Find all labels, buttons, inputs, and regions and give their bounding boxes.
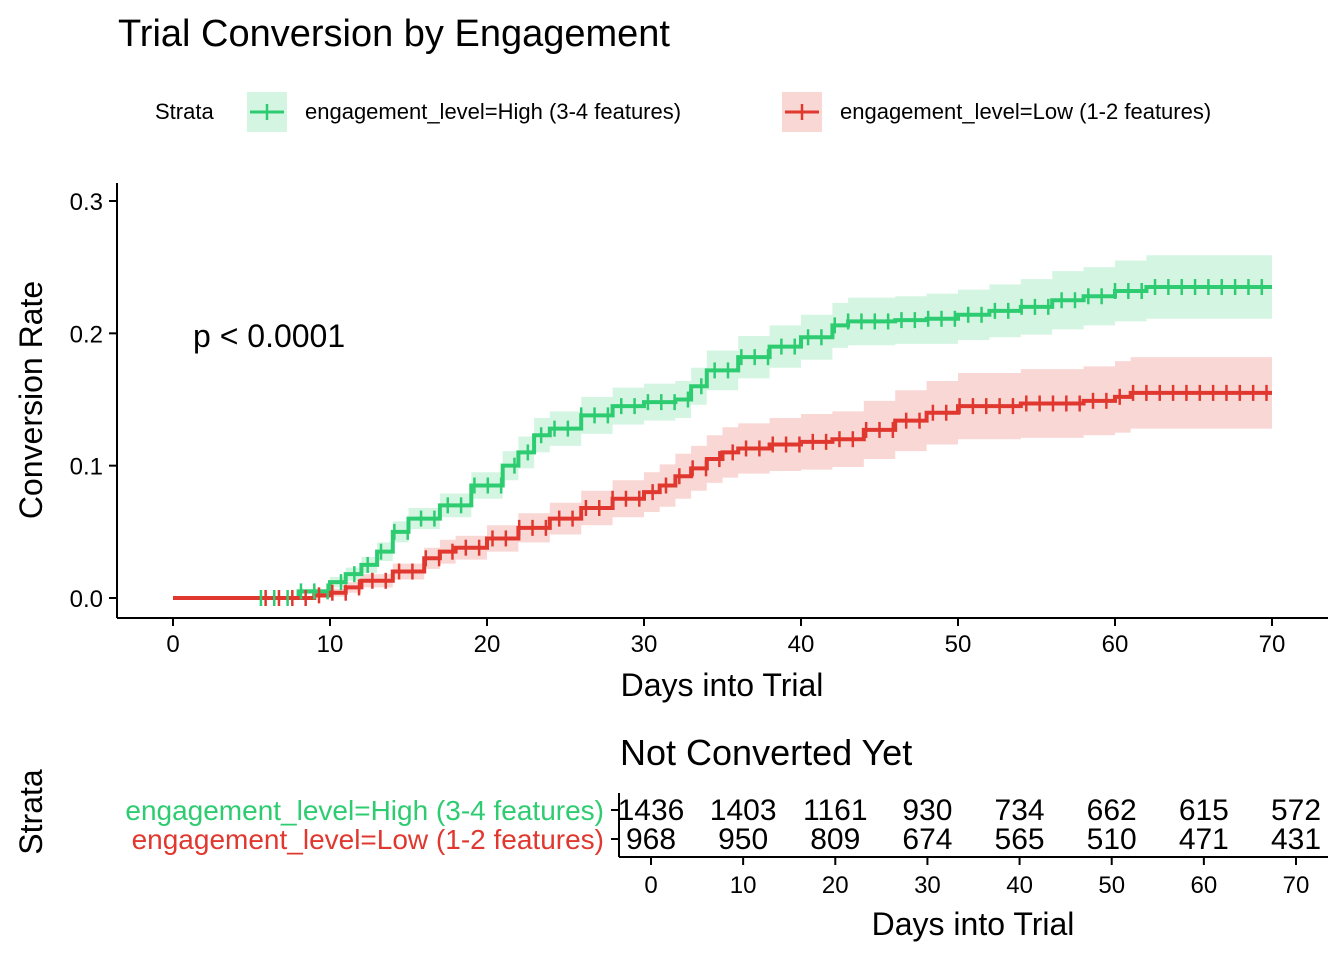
risk-count: 572 — [1271, 794, 1321, 827]
risk-x-axis-title: Days into Trial — [872, 906, 1075, 942]
y-tick-label: 0.1 — [70, 454, 103, 481]
risk-x-tick-label: 70 — [1283, 872, 1310, 899]
y-tick-label: 0.0 — [70, 586, 103, 613]
y-axis-title: Conversion Rate — [13, 281, 49, 519]
legend-title: Strata — [155, 99, 214, 124]
x-tick-label: 0 — [166, 631, 179, 658]
risk-count: 1161 — [803, 794, 868, 827]
y-tick-label: 0.3 — [70, 189, 103, 216]
risk-x-tick-label: 50 — [1098, 872, 1125, 899]
risk-count: 662 — [1087, 794, 1137, 827]
risk-count: 950 — [718, 823, 768, 856]
censor-marks-1 — [264, 384, 1268, 606]
legend-label: engagement_level=High (3-4 features) — [305, 99, 681, 124]
risk-x-tick-label: 40 — [1006, 872, 1033, 899]
risk-count: 734 — [995, 794, 1045, 827]
risk-x-tick-label: 60 — [1191, 872, 1218, 899]
risk-row-label: engagement_level=Low (1-2 features) — [132, 824, 604, 855]
risk-count: 431 — [1271, 823, 1321, 856]
risk-table-title: Not Converted Yet — [620, 732, 912, 773]
risk-count: 510 — [1087, 823, 1137, 856]
x-tick-label: 30 — [631, 631, 658, 658]
risk-row-label: engagement_level=High (3-4 features) — [125, 795, 604, 826]
risk-x-tick-label: 10 — [730, 872, 757, 899]
chart-title: Trial Conversion by Engagement — [118, 13, 670, 55]
risk-x-tick-label: 30 — [914, 872, 941, 899]
risk-count: 1403 — [710, 794, 777, 827]
risk-count: 471 — [1179, 823, 1229, 856]
x-axis-title: Days into Trial — [621, 667, 824, 703]
legend-label: engagement_level=Low (1-2 features) — [840, 99, 1211, 124]
p-value-annotation: p < 0.0001 — [193, 318, 345, 354]
x-tick-label: 10 — [317, 631, 344, 658]
risk-count: 615 — [1179, 794, 1229, 827]
risk-x-tick-label: 0 — [644, 872, 657, 899]
x-tick-label: 20 — [474, 631, 501, 658]
risk-count: 565 — [995, 823, 1045, 856]
x-tick-label: 50 — [945, 631, 972, 658]
x-tick-label: 40 — [788, 631, 815, 658]
risk-count: 930 — [902, 794, 952, 827]
x-tick-label: 60 — [1102, 631, 1129, 658]
risk-x-tick-label: 20 — [822, 872, 849, 899]
ci-band-1 — [173, 357, 1272, 598]
censor-marks-0 — [259, 279, 1264, 606]
risk-table-y-title: Strata — [13, 769, 49, 855]
risk-count: 968 — [626, 823, 676, 856]
survival-curve-1 — [173, 390, 1272, 600]
risk-count: 1436 — [618, 794, 685, 827]
legend: Strata engagement_level=High (3-4 featur… — [155, 92, 1211, 132]
risk-count: 809 — [810, 823, 860, 856]
x-tick-label: 70 — [1259, 631, 1286, 658]
main-plot: 0 10 20 30 40 50 60 70 0.0 0.1 0.2 0.3 Days into T… — [13, 183, 1328, 703]
risk-table: Not Converted Yet Strata engagement_leve… — [13, 732, 1328, 942]
risk-count: 674 — [902, 823, 952, 856]
y-tick-label: 0.2 — [70, 321, 103, 348]
